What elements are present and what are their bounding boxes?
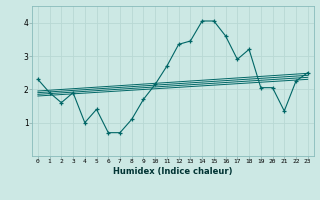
- X-axis label: Humidex (Indice chaleur): Humidex (Indice chaleur): [113, 167, 233, 176]
